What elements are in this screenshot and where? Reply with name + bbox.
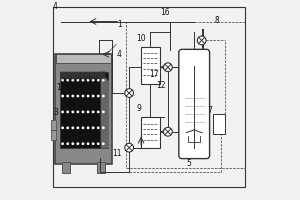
- Polygon shape: [70, 72, 72, 79]
- Text: 4: 4: [52, 2, 57, 11]
- FancyBboxPatch shape: [179, 49, 210, 159]
- Circle shape: [82, 111, 84, 113]
- Circle shape: [87, 142, 89, 145]
- Circle shape: [92, 79, 94, 82]
- Circle shape: [66, 95, 69, 97]
- Polygon shape: [74, 72, 76, 79]
- Circle shape: [76, 111, 79, 113]
- Text: 5: 5: [186, 159, 191, 168]
- Circle shape: [97, 142, 100, 145]
- Circle shape: [125, 143, 134, 152]
- Text: 12: 12: [156, 81, 166, 90]
- Circle shape: [71, 79, 74, 82]
- Circle shape: [82, 126, 84, 129]
- Bar: [213, 114, 226, 134]
- Circle shape: [102, 142, 105, 145]
- Circle shape: [97, 126, 100, 129]
- Polygon shape: [85, 72, 87, 79]
- Circle shape: [92, 95, 94, 97]
- Circle shape: [97, 111, 100, 113]
- Text: 3: 3: [53, 108, 58, 117]
- Circle shape: [61, 111, 64, 113]
- Circle shape: [102, 95, 105, 97]
- Circle shape: [92, 111, 94, 113]
- Polygon shape: [61, 72, 63, 79]
- Polygon shape: [87, 72, 89, 79]
- Polygon shape: [99, 72, 100, 79]
- Polygon shape: [92, 72, 94, 79]
- Circle shape: [76, 126, 79, 129]
- Circle shape: [71, 142, 74, 145]
- Circle shape: [87, 95, 89, 97]
- Bar: [141, 117, 160, 148]
- Circle shape: [61, 79, 64, 82]
- Circle shape: [125, 89, 134, 97]
- Bar: [126, 22, 245, 168]
- Polygon shape: [76, 72, 78, 79]
- Polygon shape: [103, 72, 105, 79]
- Circle shape: [82, 142, 84, 145]
- Circle shape: [76, 79, 79, 82]
- Polygon shape: [79, 72, 80, 79]
- Polygon shape: [63, 72, 65, 79]
- Circle shape: [71, 126, 74, 129]
- Circle shape: [82, 95, 84, 97]
- Circle shape: [76, 95, 79, 97]
- Polygon shape: [83, 72, 85, 79]
- Text: 11: 11: [112, 149, 122, 158]
- Circle shape: [71, 111, 74, 113]
- Text: 1: 1: [56, 83, 61, 92]
- Text: 16: 16: [160, 8, 170, 17]
- Circle shape: [87, 79, 89, 82]
- Polygon shape: [81, 72, 83, 79]
- Circle shape: [102, 111, 105, 113]
- Circle shape: [66, 142, 69, 145]
- Circle shape: [97, 95, 100, 97]
- Circle shape: [97, 79, 100, 82]
- Circle shape: [164, 127, 172, 136]
- Circle shape: [87, 126, 89, 129]
- Circle shape: [66, 79, 69, 82]
- Circle shape: [61, 142, 64, 145]
- Bar: [56, 54, 111, 63]
- Bar: [55, 54, 112, 164]
- Text: 9: 9: [136, 104, 142, 113]
- Circle shape: [87, 111, 89, 113]
- Text: 8: 8: [214, 16, 219, 25]
- Polygon shape: [101, 72, 108, 148]
- Polygon shape: [101, 72, 103, 79]
- Polygon shape: [67, 72, 69, 79]
- Text: 4: 4: [117, 50, 122, 59]
- Circle shape: [197, 36, 206, 45]
- Bar: [61, 162, 70, 173]
- Circle shape: [66, 126, 69, 129]
- Polygon shape: [90, 72, 92, 79]
- Circle shape: [61, 95, 64, 97]
- Text: 7: 7: [207, 106, 212, 115]
- Circle shape: [82, 79, 84, 82]
- Bar: [60, 72, 108, 148]
- Polygon shape: [72, 72, 74, 79]
- Polygon shape: [94, 72, 96, 79]
- Bar: [51, 120, 56, 140]
- Circle shape: [92, 126, 94, 129]
- Circle shape: [92, 142, 94, 145]
- Polygon shape: [96, 72, 98, 79]
- Bar: [141, 47, 160, 84]
- Bar: [98, 162, 105, 173]
- Polygon shape: [65, 72, 67, 79]
- Circle shape: [76, 142, 79, 145]
- Circle shape: [61, 126, 64, 129]
- Circle shape: [71, 95, 74, 97]
- Circle shape: [66, 111, 69, 113]
- Text: 10: 10: [136, 34, 146, 43]
- Circle shape: [164, 63, 172, 72]
- Circle shape: [102, 126, 105, 129]
- Text: 17: 17: [149, 70, 159, 79]
- Text: 1: 1: [117, 20, 122, 29]
- Circle shape: [102, 79, 105, 82]
